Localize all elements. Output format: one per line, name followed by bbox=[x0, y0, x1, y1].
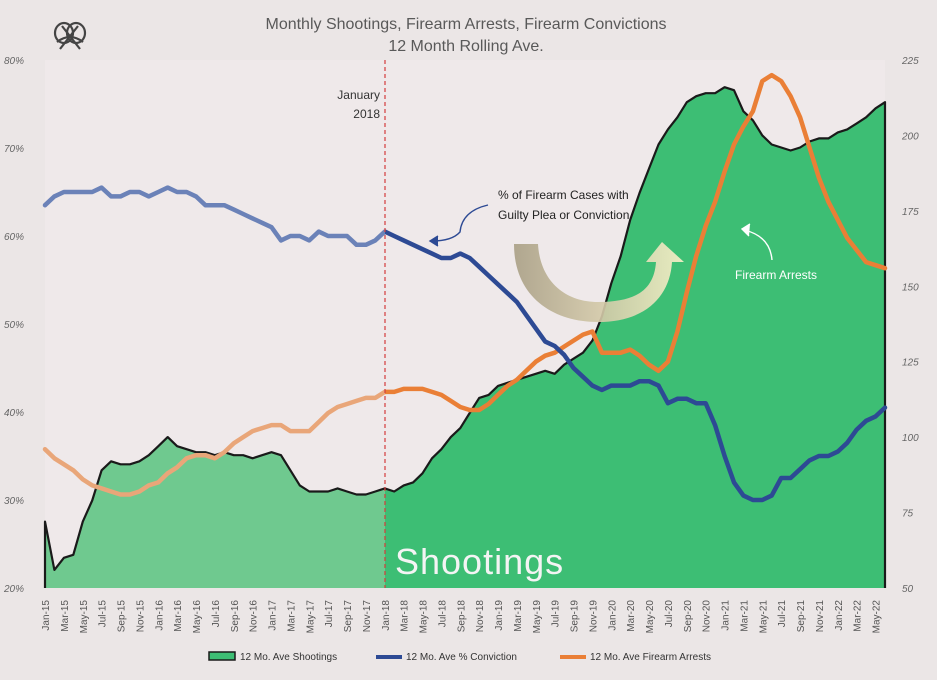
firearm-arrests-line-post-2018 bbox=[385, 72, 888, 413]
x-tick-label: Mar-22 bbox=[853, 600, 864, 632]
y-left-tick-label: 70% bbox=[4, 144, 24, 155]
x-tick-label: May-19 bbox=[532, 600, 543, 634]
x-tick-label: Jul-15 bbox=[98, 600, 109, 628]
y-left-tick-label: 80% bbox=[4, 56, 24, 67]
firearm-arrests-line-pre-2018 bbox=[42, 389, 385, 497]
chart-title: Monthly Shootings, Firearm Arrests, Fire… bbox=[265, 16, 666, 33]
x-tick-label: Jul-19 bbox=[551, 600, 562, 628]
y-right-tick-label: 175 bbox=[902, 207, 919, 218]
y-left-tick-label: 50% bbox=[4, 320, 24, 331]
x-tick-label: Mar-16 bbox=[173, 600, 184, 632]
x-tick-label: Nov-19 bbox=[588, 600, 599, 633]
x-tick-label: Jan-21 bbox=[721, 600, 732, 631]
x-tick-label: May-20 bbox=[645, 600, 656, 634]
x-tick-label: Jan-16 bbox=[154, 600, 165, 631]
y-right-tick-label: 125 bbox=[902, 358, 919, 369]
x-tick-label: May-15 bbox=[79, 600, 90, 634]
legend-label-shootings: 12 Mo. Ave Shootings bbox=[240, 652, 337, 663]
x-tick-label: Jul-20 bbox=[664, 600, 675, 628]
arrests-annotation-arrow-icon bbox=[740, 223, 773, 261]
legend-label-arrests: 12 Mo. Ave Firearm Arrests bbox=[590, 652, 711, 663]
conviction-rate-line-pre-2018 bbox=[42, 185, 385, 248]
x-tick-label: Jul-16 bbox=[211, 600, 222, 628]
conviction-annotation-arrow-icon bbox=[428, 204, 489, 247]
x-tick-label: Sep-16 bbox=[230, 600, 241, 633]
x-tick-label: Jan-17 bbox=[268, 600, 279, 631]
arrests-annotation: Firearm Arrests bbox=[735, 268, 817, 282]
shootings-area-label: Shootings bbox=[395, 541, 564, 582]
x-tick-label: Nov-18 bbox=[475, 600, 486, 633]
x-tick-label: Nov-15 bbox=[135, 600, 146, 633]
x-tick-label: Nov-17 bbox=[362, 600, 373, 633]
x-tick-label: Mar-15 bbox=[60, 600, 71, 632]
x-tick-label: May-17 bbox=[305, 600, 316, 634]
x-tick-label: Sep-17 bbox=[343, 600, 354, 633]
y-left-tick-label: 60% bbox=[4, 232, 24, 243]
y-right-tick-label: 50 bbox=[902, 584, 914, 595]
x-tick-label: Nov-20 bbox=[702, 600, 713, 633]
y-left-tick-label: 20% bbox=[3, 584, 24, 595]
y-right-tick-label: 150 bbox=[902, 282, 919, 293]
conviction-rate-line-post-2018 bbox=[385, 229, 888, 503]
x-tick-label: May-18 bbox=[419, 600, 430, 634]
x-tick-label: Mar-20 bbox=[626, 600, 637, 632]
x-tick-label: Jan-15 bbox=[41, 600, 52, 631]
x-tick-label: Jan-19 bbox=[494, 600, 505, 631]
axis-layer: 20% 30% 40% 50% 60% 70% 80% 50 75 100 125 150 175 200… bbox=[3, 56, 919, 633]
conviction-annotation-line2: Guilty Plea or Conviction bbox=[498, 208, 629, 222]
x-tick-label: Sep-15 bbox=[117, 600, 128, 633]
y-right-tick-label: 200 bbox=[901, 131, 919, 142]
divider-label-month: January bbox=[337, 88, 380, 102]
shootings-area-pre-2018 bbox=[45, 437, 385, 588]
x-tick-label: May-22 bbox=[872, 600, 883, 634]
chart-subtitle: 12 Month Rolling Ave. bbox=[388, 38, 543, 55]
y-left-tick-label: 30% bbox=[4, 496, 24, 507]
legend-label-conviction: 12 Mo. Ave % Conviction bbox=[406, 652, 517, 663]
x-tick-label: Jul-21 bbox=[777, 600, 788, 628]
x-tick-label: Mar-17 bbox=[286, 600, 297, 632]
x-tick-label: Nov-16 bbox=[249, 600, 260, 633]
x-tick-label: Jan-18 bbox=[381, 600, 392, 631]
series-line-layer bbox=[42, 72, 888, 503]
x-tick-label: Mar-21 bbox=[739, 600, 750, 632]
y-right-tick-label: 100 bbox=[902, 433, 919, 444]
x-tick-label: Nov-21 bbox=[815, 600, 826, 633]
divider-label-year: 2018 bbox=[353, 107, 380, 121]
pretzel-logo-icon bbox=[53, 21, 87, 50]
x-tick-label: Jul-17 bbox=[324, 600, 335, 628]
shootings-outline bbox=[43, 86, 887, 588]
conviction-annotation-line1: % of Firearm Cases with bbox=[498, 188, 629, 202]
legend: 12 Mo. Ave Shootings 12 Mo. Ave % Convic… bbox=[208, 651, 711, 663]
x-tick-label: Mar-19 bbox=[513, 600, 524, 632]
x-tick-label: Sep-18 bbox=[456, 600, 467, 633]
x-tick-label: Sep-20 bbox=[683, 600, 694, 633]
shootings-area-layer bbox=[43, 86, 887, 588]
x-tick-label: Jan-22 bbox=[834, 600, 845, 631]
x-tick-label: Jul-18 bbox=[437, 600, 448, 628]
y-right-tick-label: 75 bbox=[902, 509, 914, 520]
trend-swoosh-arrow-icon bbox=[514, 242, 684, 322]
x-tick-label: May-21 bbox=[758, 600, 769, 634]
y-left-tick-label: 40% bbox=[4, 408, 24, 419]
x-tick-label: Sep-21 bbox=[796, 600, 807, 633]
y-right-tick-label: 225 bbox=[901, 56, 919, 67]
x-tick-label: Jan-20 bbox=[607, 600, 618, 631]
x-tick-label: Mar-18 bbox=[400, 600, 411, 632]
shootings-area-post-2018 bbox=[385, 87, 885, 588]
x-tick-label: May-16 bbox=[192, 600, 203, 634]
legend-swatch-shootings bbox=[208, 651, 236, 661]
x-tick-label: Sep-19 bbox=[570, 600, 581, 633]
